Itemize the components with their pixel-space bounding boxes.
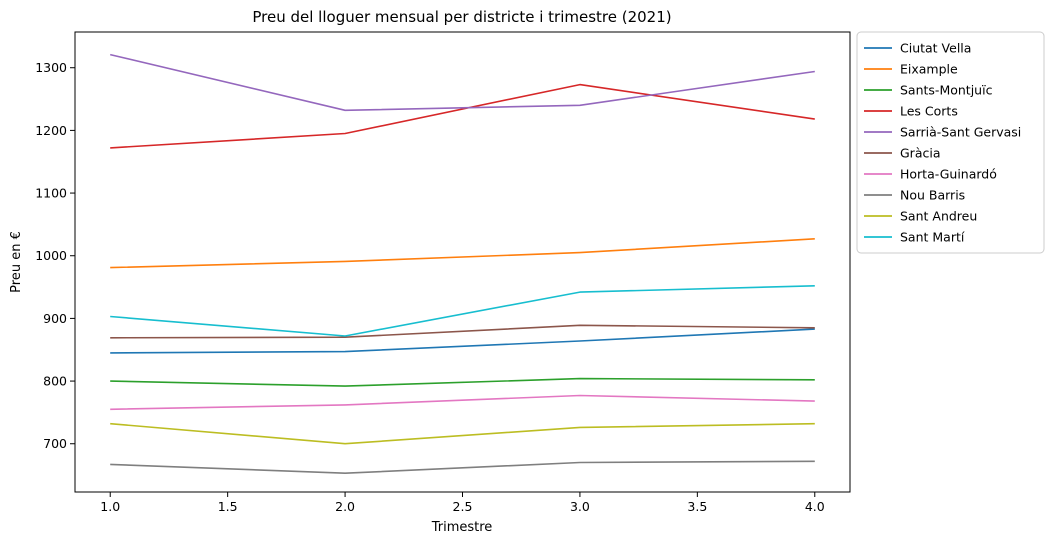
legend-label: Horta-Guinardó [900,167,997,182]
series-line-nou-barris [110,460,815,475]
series-line-sarria-sant-gervasi [110,53,815,112]
legend-label: Sants-Montjuïc [900,83,993,98]
series-line-gracia [110,324,815,339]
series-line-sants-montjuic [110,377,815,387]
plot-area [74,31,851,493]
series-line-les-corts [110,83,815,149]
y-axis-title: Preu en € [9,231,24,293]
y-tick-label: 1100 [35,186,67,201]
y-tick-label: 900 [43,311,67,326]
x-axis: 1.0 1.5 2.0 2.5 3.0 3.5 4.0 [100,492,825,514]
legend-box [856,31,1045,254]
x-axis-title: Trimestre [431,520,493,535]
y-tick-label: 1200 [35,123,67,138]
series-line-horta-guinardo [110,394,815,411]
x-tick-label: 3.5 [687,499,707,514]
x-tick-label: 3.0 [570,499,590,514]
series-lines [110,53,815,475]
series-line-sant-marti [110,285,815,337]
x-tick-label: 2.0 [335,499,355,514]
legend-label: Les Corts [900,104,958,119]
y-tick-label: 700 [43,436,67,451]
legend-label: Eixample [900,62,958,77]
legend-label: Nou Barris [900,188,965,203]
x-tick-label: 1.0 [100,499,120,514]
y-axis: 700 800 900 1000 1100 1200 1300 [35,60,75,451]
legend-label: Sarrià-Sant Gervasi [900,125,1021,140]
series-line-ciutat-vella [110,328,815,354]
legend-label: Ciutat Vella [900,41,971,56]
y-tick-label: 1300 [35,60,67,75]
x-tick-label: 1.5 [218,499,238,514]
y-tick-label: 1000 [35,248,67,263]
legend-label: Sant Andreu [900,209,977,224]
y-tick-label: 800 [43,374,67,389]
legend-label: Gràcia [900,146,941,161]
series-line-sant-andreu [110,422,815,445]
x-tick-label: 4.0 [805,499,825,514]
chart-title: Preu del lloguer mensual per districte i… [252,8,671,26]
legend: Ciutat Vella Eixample Sants-Montjuïc Les Co… [856,31,1045,254]
x-tick-label: 2.5 [453,499,473,514]
series-line-eixample [110,238,815,269]
legend-label: Sant Martí [900,230,965,245]
